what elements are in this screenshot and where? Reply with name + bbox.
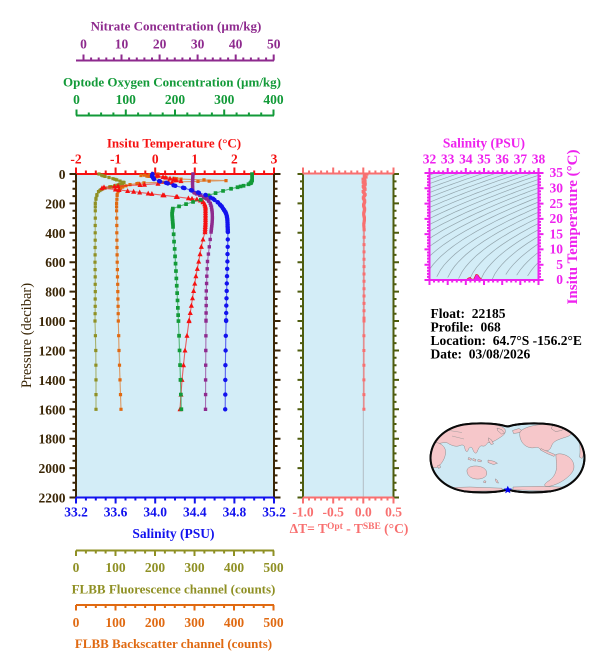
svg-text:0: 0: [80, 37, 87, 52]
svg-text:FLBB Fluorescence channel (cou: FLBB Fluorescence channel (counts): [72, 582, 276, 597]
svg-text:Salinity (PSU): Salinity (PSU): [443, 136, 525, 151]
svg-text:15: 15: [550, 226, 564, 241]
svg-text:Float: 22185: Float: 22185: [431, 306, 506, 321]
svg-text:100: 100: [105, 560, 126, 575]
svg-text:32: 32: [423, 152, 437, 167]
svg-text:100: 100: [116, 92, 137, 107]
svg-text:600: 600: [45, 255, 66, 270]
svg-text:Profile: 068: Profile: 068: [431, 320, 501, 335]
svg-text:34.8: 34.8: [223, 505, 247, 520]
svg-text:FLBB Backscatter channel (coun: FLBB Backscatter channel (counts): [75, 636, 272, 651]
svg-text:1200: 1200: [39, 343, 66, 358]
svg-text:200: 200: [145, 615, 166, 630]
svg-text:Date: 03/08/2026: Date: 03/08/2026: [431, 347, 531, 362]
svg-text:-0.5: -0.5: [322, 505, 344, 520]
svg-text:300: 300: [184, 615, 205, 630]
svg-text:200: 200: [165, 92, 186, 107]
svg-text:50: 50: [267, 37, 281, 52]
svg-text:25: 25: [550, 196, 564, 211]
svg-text:200: 200: [145, 560, 166, 575]
svg-text:Optode Oxygen Concentration (µ: Optode Oxygen Concentration (µm/kg): [63, 75, 281, 90]
svg-text:400: 400: [224, 615, 245, 630]
svg-text:1800: 1800: [39, 432, 66, 447]
svg-text:30: 30: [550, 180, 564, 195]
svg-text:33.6: 33.6: [104, 505, 128, 520]
svg-text:100: 100: [105, 615, 126, 630]
svg-text:0.0: 0.0: [355, 505, 372, 520]
svg-text:300: 300: [184, 560, 205, 575]
svg-text:Location: 64.7°S -156.2°E: Location: 64.7°S -156.2°E: [431, 333, 582, 348]
svg-text:Nitrate Concentration (µm/kg): Nitrate Concentration (µm/kg): [91, 19, 262, 34]
svg-text:1000: 1000: [39, 314, 66, 329]
svg-text:34.0: 34.0: [143, 505, 167, 520]
svg-text:3: 3: [271, 152, 278, 167]
svg-text:Insitu Temperature (°C): Insitu Temperature (°C): [107, 136, 241, 151]
svg-text:0: 0: [73, 560, 80, 575]
svg-text:33.2: 33.2: [64, 505, 88, 520]
svg-text:-1.0: -1.0: [292, 505, 314, 520]
svg-text:ΔT= TOpt - TSBE (°C): ΔT= TOpt - TSBE (°C): [290, 521, 409, 536]
svg-text:0: 0: [152, 152, 159, 167]
svg-text:-2: -2: [70, 152, 81, 167]
svg-text:35: 35: [550, 165, 564, 180]
svg-text:0: 0: [556, 272, 563, 287]
svg-text:1: 1: [191, 152, 198, 167]
svg-text:0: 0: [73, 615, 80, 630]
svg-text:400: 400: [263, 92, 284, 107]
svg-text:500: 500: [263, 615, 284, 630]
svg-text:35: 35: [477, 152, 491, 167]
svg-text:1400: 1400: [39, 373, 66, 388]
svg-text:5: 5: [556, 257, 563, 272]
svg-text:1600: 1600: [39, 402, 66, 417]
svg-text:10: 10: [550, 242, 564, 257]
svg-text:300: 300: [214, 92, 235, 107]
svg-text:Salinity (PSU): Salinity (PSU): [132, 526, 214, 541]
svg-text:2200: 2200: [39, 491, 66, 506]
svg-text:Insitu Temperature (°C): Insitu Temperature (°C): [565, 150, 581, 305]
svg-text:0.5: 0.5: [385, 505, 402, 520]
svg-text:2: 2: [231, 152, 238, 167]
svg-text:20: 20: [550, 211, 564, 226]
svg-text:20: 20: [153, 37, 167, 52]
svg-text:Pressure (decibar): Pressure (decibar): [19, 283, 35, 388]
svg-text:30: 30: [191, 37, 205, 52]
svg-text:0: 0: [59, 167, 66, 182]
svg-text:-1: -1: [110, 152, 121, 167]
svg-text:34: 34: [459, 152, 473, 167]
svg-text:38: 38: [532, 152, 546, 167]
svg-text:10: 10: [115, 37, 129, 52]
svg-text:500: 500: [263, 560, 284, 575]
svg-text:0: 0: [73, 92, 80, 107]
svg-text:34.4: 34.4: [183, 505, 207, 520]
svg-text:35.2: 35.2: [262, 505, 286, 520]
svg-text:2000: 2000: [39, 461, 66, 476]
svg-text:200: 200: [45, 196, 66, 211]
svg-text:33: 33: [441, 152, 455, 167]
svg-text:37: 37: [514, 152, 528, 167]
svg-text:400: 400: [45, 226, 66, 241]
svg-text:40: 40: [229, 37, 243, 52]
svg-text:800: 800: [45, 285, 66, 300]
svg-text:36: 36: [495, 152, 509, 167]
svg-text:400: 400: [224, 560, 245, 575]
